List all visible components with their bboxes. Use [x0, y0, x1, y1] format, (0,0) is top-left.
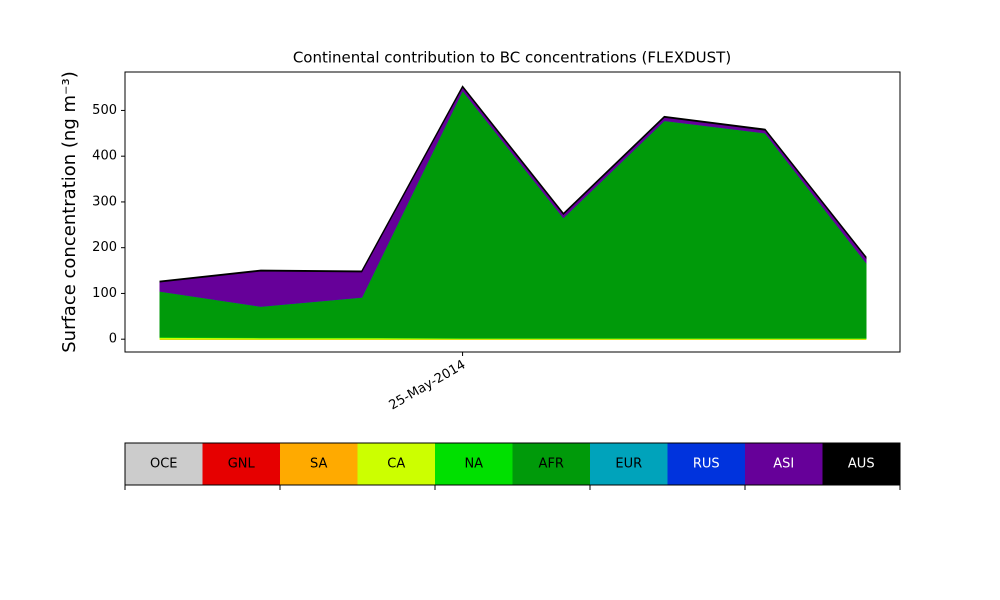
legend-swatch — [357, 443, 436, 485]
legend-label: AFR — [539, 457, 564, 472]
legend: OCE GNL SA CA NA AFR EUR RUS ASI AUS — [124, 442, 901, 486]
legend-swatch — [590, 443, 668, 485]
legend-ticks — [124, 485, 901, 490]
legend-label: GNL — [228, 457, 256, 472]
legend-swatch — [435, 443, 513, 485]
legend-swatch — [512, 443, 591, 485]
legend-label: ASI — [773, 457, 794, 472]
legend-label: EUR — [615, 457, 642, 472]
legend-label: OCE — [150, 457, 178, 472]
plot-area — [159, 85, 867, 340]
y-tick-label: 100 — [92, 286, 117, 301]
legend-swatch — [280, 443, 358, 485]
legend-label: RUS — [693, 457, 720, 472]
legend-label: AUS — [848, 457, 875, 472]
legend-label: CA — [387, 457, 405, 472]
legend-swatch — [125, 443, 203, 485]
y-tick-label: 200 — [92, 240, 117, 255]
legend-label: NA — [464, 457, 483, 472]
legend-swatch — [822, 443, 901, 485]
legend-swatch — [202, 443, 281, 485]
y-tick-label: 400 — [92, 149, 117, 164]
y-axis-label: Surface concentration (ng m⁻³) — [59, 71, 80, 353]
legend-swatch — [667, 443, 746, 485]
y-tick-label: 0 — [109, 332, 117, 347]
area — [159, 85, 867, 283]
y-tick-label: 300 — [92, 194, 117, 209]
plot-frame — [124, 71, 901, 353]
x-tick-label: 25-May-2014 — [387, 358, 469, 414]
y-tick-label: 500 — [92, 103, 117, 118]
legend-label: SA — [310, 457, 327, 472]
chart-title: Continental contribution to BC concentra… — [293, 49, 731, 67]
legend-frame — [124, 442, 901, 486]
legend-swatch — [745, 443, 823, 485]
